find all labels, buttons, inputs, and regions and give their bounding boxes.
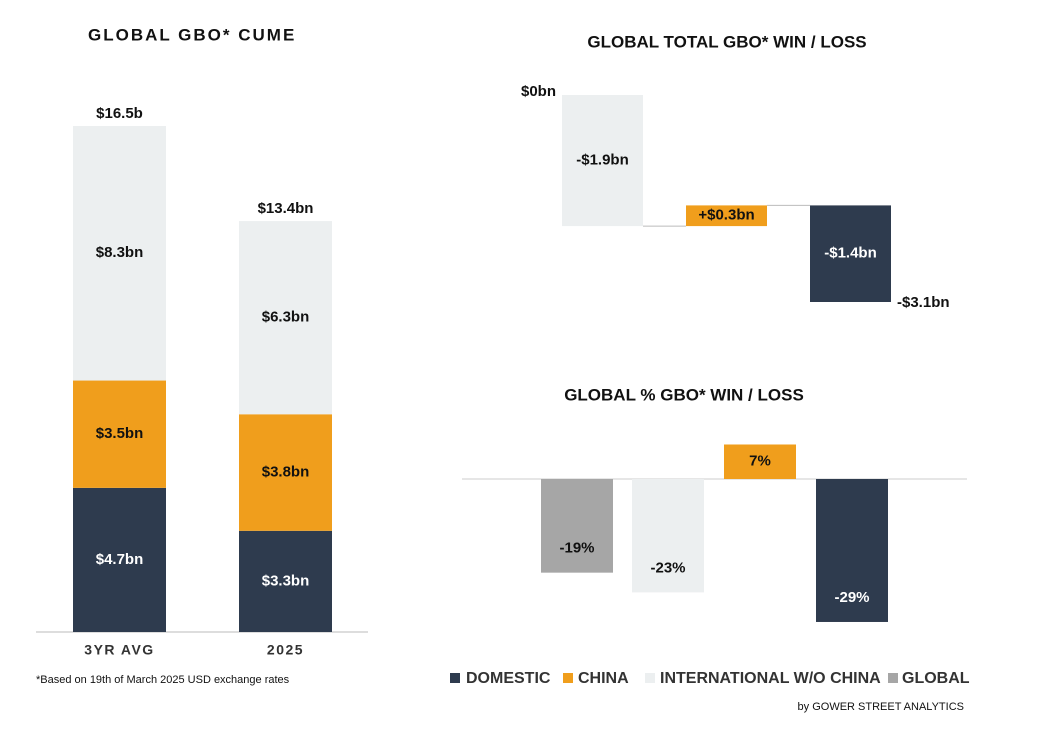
value-label: $3.3bn xyxy=(262,572,310,589)
legend-label: CHINA xyxy=(578,670,629,687)
chart-title: GLOBAL GBO* CUME xyxy=(88,25,296,44)
legend-swatch xyxy=(450,673,460,683)
chart-title: GLOBAL TOTAL GBO* WIN / LOSS xyxy=(587,32,866,51)
end-label: -$3.1bn xyxy=(897,294,950,311)
bar-segment xyxy=(73,126,166,381)
bar-segment xyxy=(239,530,332,632)
bar-segment xyxy=(73,380,166,488)
value-label: $4.7bn xyxy=(96,551,144,568)
waterfall-bar xyxy=(562,95,643,227)
bar xyxy=(541,479,613,573)
value-label: -$1.9bn xyxy=(576,152,629,169)
value-label: 7% xyxy=(749,453,771,470)
bar-segment xyxy=(239,221,332,415)
chart-title: GLOBAL % GBO* WIN / LOSS xyxy=(564,385,804,404)
total-label: $16.5b xyxy=(96,105,143,122)
value-label: +$0.3bn xyxy=(698,207,754,224)
total-label: $13.4bn xyxy=(258,200,314,217)
value-label: -29% xyxy=(834,589,869,606)
x-tick-label: 3YR AVG xyxy=(84,642,154,658)
bar xyxy=(816,479,888,622)
legend-label: GLOBAL xyxy=(902,670,970,687)
value-label: -19% xyxy=(559,540,594,557)
value-label: -23% xyxy=(650,559,685,576)
legend-label: INTERNATIONAL W/O CHINA xyxy=(660,670,881,687)
legend-swatch xyxy=(645,673,655,683)
value-label: $3.5bn xyxy=(96,425,144,442)
bar xyxy=(632,479,704,593)
credit: by GOWER STREET ANALYTICS xyxy=(798,701,964,713)
value-label: -$1.4bn xyxy=(824,245,877,262)
value-label: $6.3bn xyxy=(262,309,310,326)
bar-segment xyxy=(239,414,332,531)
bar xyxy=(724,444,796,479)
bar-segment xyxy=(73,487,166,632)
value-label: $8.3bn xyxy=(96,244,144,261)
start-label: $0bn xyxy=(521,83,556,100)
footnote: *Based on 19th of March 2025 USD exchang… xyxy=(36,674,290,686)
legend-label: DOMESTIC xyxy=(466,670,551,687)
legend-swatch xyxy=(563,673,573,683)
legend-swatch xyxy=(888,673,898,683)
x-tick-label: 2025 xyxy=(267,642,304,658)
value-label: $3.8bn xyxy=(262,464,310,481)
waterfall-bar xyxy=(810,205,891,302)
waterfall-bar xyxy=(686,205,767,227)
